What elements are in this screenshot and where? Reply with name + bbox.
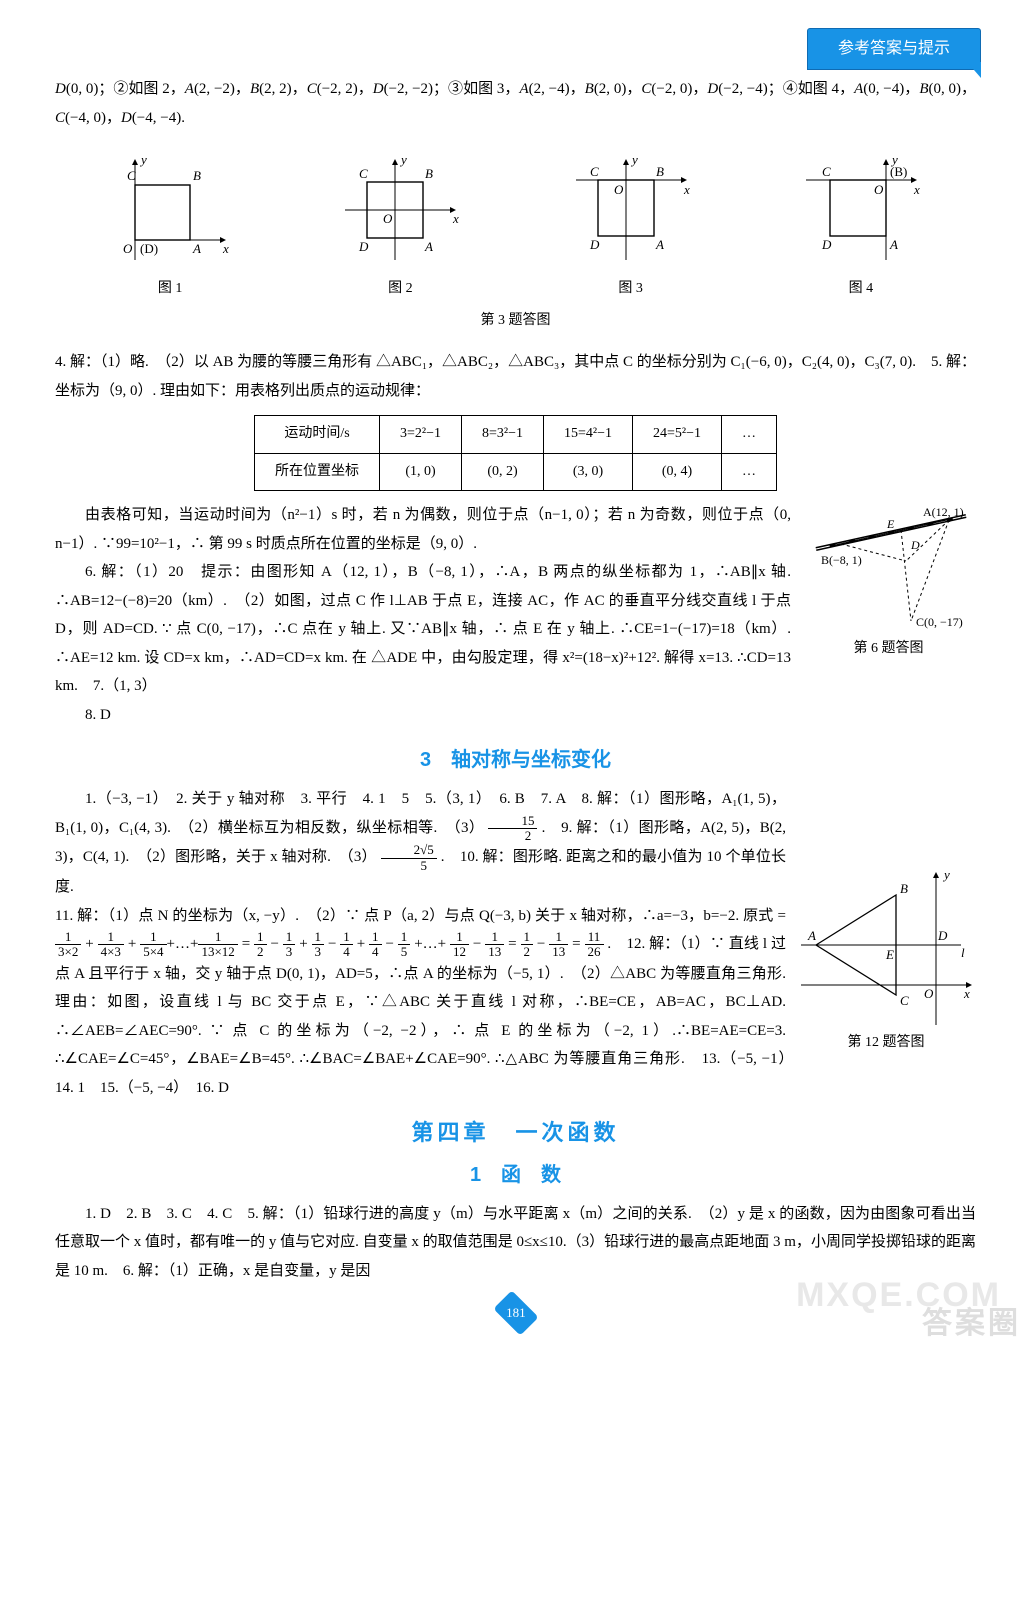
svg-text:D: D (589, 237, 600, 252)
svg-text:y: y (139, 152, 147, 167)
figure-12: A B C D E O x y l 第 12 题答图 (796, 865, 976, 1057)
svg-text:B: B (900, 881, 908, 896)
intro-paragraph: D(0, 0)；②如图 2，A(2, −2)，B(2, 2)，C(−2, 2)，… (55, 75, 976, 132)
svg-text:C: C (127, 168, 136, 183)
svg-text:(D): (D) (140, 241, 158, 256)
table-row: 所在位置坐标(1, 0)(0, 2) (3, 0)(0, 4)… (255, 453, 777, 491)
svg-text:y: y (630, 152, 638, 167)
table-q5: 运动时间/s3=2²−18=3²−1 15=4²−124=5²−1… 所在位置坐… (254, 415, 777, 491)
svg-text:A: A (655, 237, 664, 252)
figure-2: C B A D O x y 图 2 (335, 150, 465, 303)
watermark-en: MXQE.COM (796, 1263, 1001, 1328)
svg-text:A: A (424, 239, 433, 254)
svg-text:O: O (924, 986, 934, 1001)
svg-text:B: B (425, 166, 433, 181)
figure-12-caption: 第 12 题答图 (796, 1030, 976, 1057)
svg-text:O: O (874, 182, 884, 197)
header-tag: 参考答案与提示 (807, 28, 981, 70)
figure-6-caption: 第 6 题答图 (801, 636, 976, 663)
svg-text:D: D (910, 538, 920, 552)
figure-row-caption: 第 3 题答图 (55, 308, 976, 335)
svg-text:y: y (942, 867, 950, 882)
svg-text:B(−8, 1): B(−8, 1) (821, 553, 862, 567)
q4-paragraph: 4. 解：（1）略. （2）以 AB 为腰的等腰三角形有 △ABC₁，△ABC₂… (55, 348, 976, 405)
svg-text:x: x (913, 182, 920, 197)
svg-text:C: C (359, 166, 368, 181)
svg-text:l: l (961, 945, 965, 960)
svg-text:x: x (683, 182, 690, 197)
figure-3-caption: 图 3 (566, 276, 696, 303)
figure-4: C (B) A D O x y 图 4 (796, 150, 926, 303)
svg-text:A(12, 1): A(12, 1) (923, 505, 964, 519)
figure-6: A(12, 1) B(−8, 1) C(0, −17) D E 第 6 题答图 (801, 501, 976, 663)
svg-text:C: C (822, 164, 831, 179)
svg-text:D: D (821, 237, 832, 252)
q8: 8. D (55, 701, 976, 730)
svg-text:x: x (452, 211, 459, 226)
svg-text:E: E (886, 517, 895, 531)
svg-text:D: D (937, 928, 948, 943)
svg-text:O: O (614, 182, 624, 197)
figure-3: C B A D O x y 图 3 (566, 150, 696, 303)
svg-text:A: A (192, 241, 201, 256)
header-pointer (967, 62, 981, 78)
svg-text:B: B (656, 164, 664, 179)
figure-1: C B A O (D) x y 图 1 (105, 150, 235, 303)
svg-text:x: x (222, 241, 229, 256)
svg-text:C: C (900, 993, 909, 1008)
svg-text:x: x (963, 986, 970, 1001)
figure-4-caption: 图 4 (796, 276, 926, 303)
section-3-title: 3 轴对称与坐标变化 (55, 741, 976, 779)
svg-text:E: E (885, 947, 894, 962)
svg-text:C(0, −17): C(0, −17) (916, 615, 963, 629)
chapter-4-title: 第四章 一次函数 (55, 1112, 976, 1154)
svg-text:A: A (807, 928, 816, 943)
svg-text:B: B (193, 168, 201, 183)
svg-text:D: D (358, 239, 369, 254)
table-row: 运动时间/s3=2²−18=3²−1 15=4²−124=5²−1… (255, 416, 777, 454)
chapter-4-sub: 1 函 数 (55, 1156, 976, 1194)
svg-text:A: A (889, 237, 898, 252)
svg-text:O: O (123, 241, 133, 256)
figure-row-3: C B A O (D) x y 图 1 C B A D O x y 图 2 (55, 150, 976, 303)
svg-text:y: y (399, 152, 407, 167)
svg-text:y: y (890, 152, 898, 167)
svg-text:O: O (383, 211, 393, 226)
svg-text:C: C (590, 164, 599, 179)
figure-1-caption: 图 1 (105, 276, 235, 303)
figure-2-caption: 图 2 (335, 276, 465, 303)
